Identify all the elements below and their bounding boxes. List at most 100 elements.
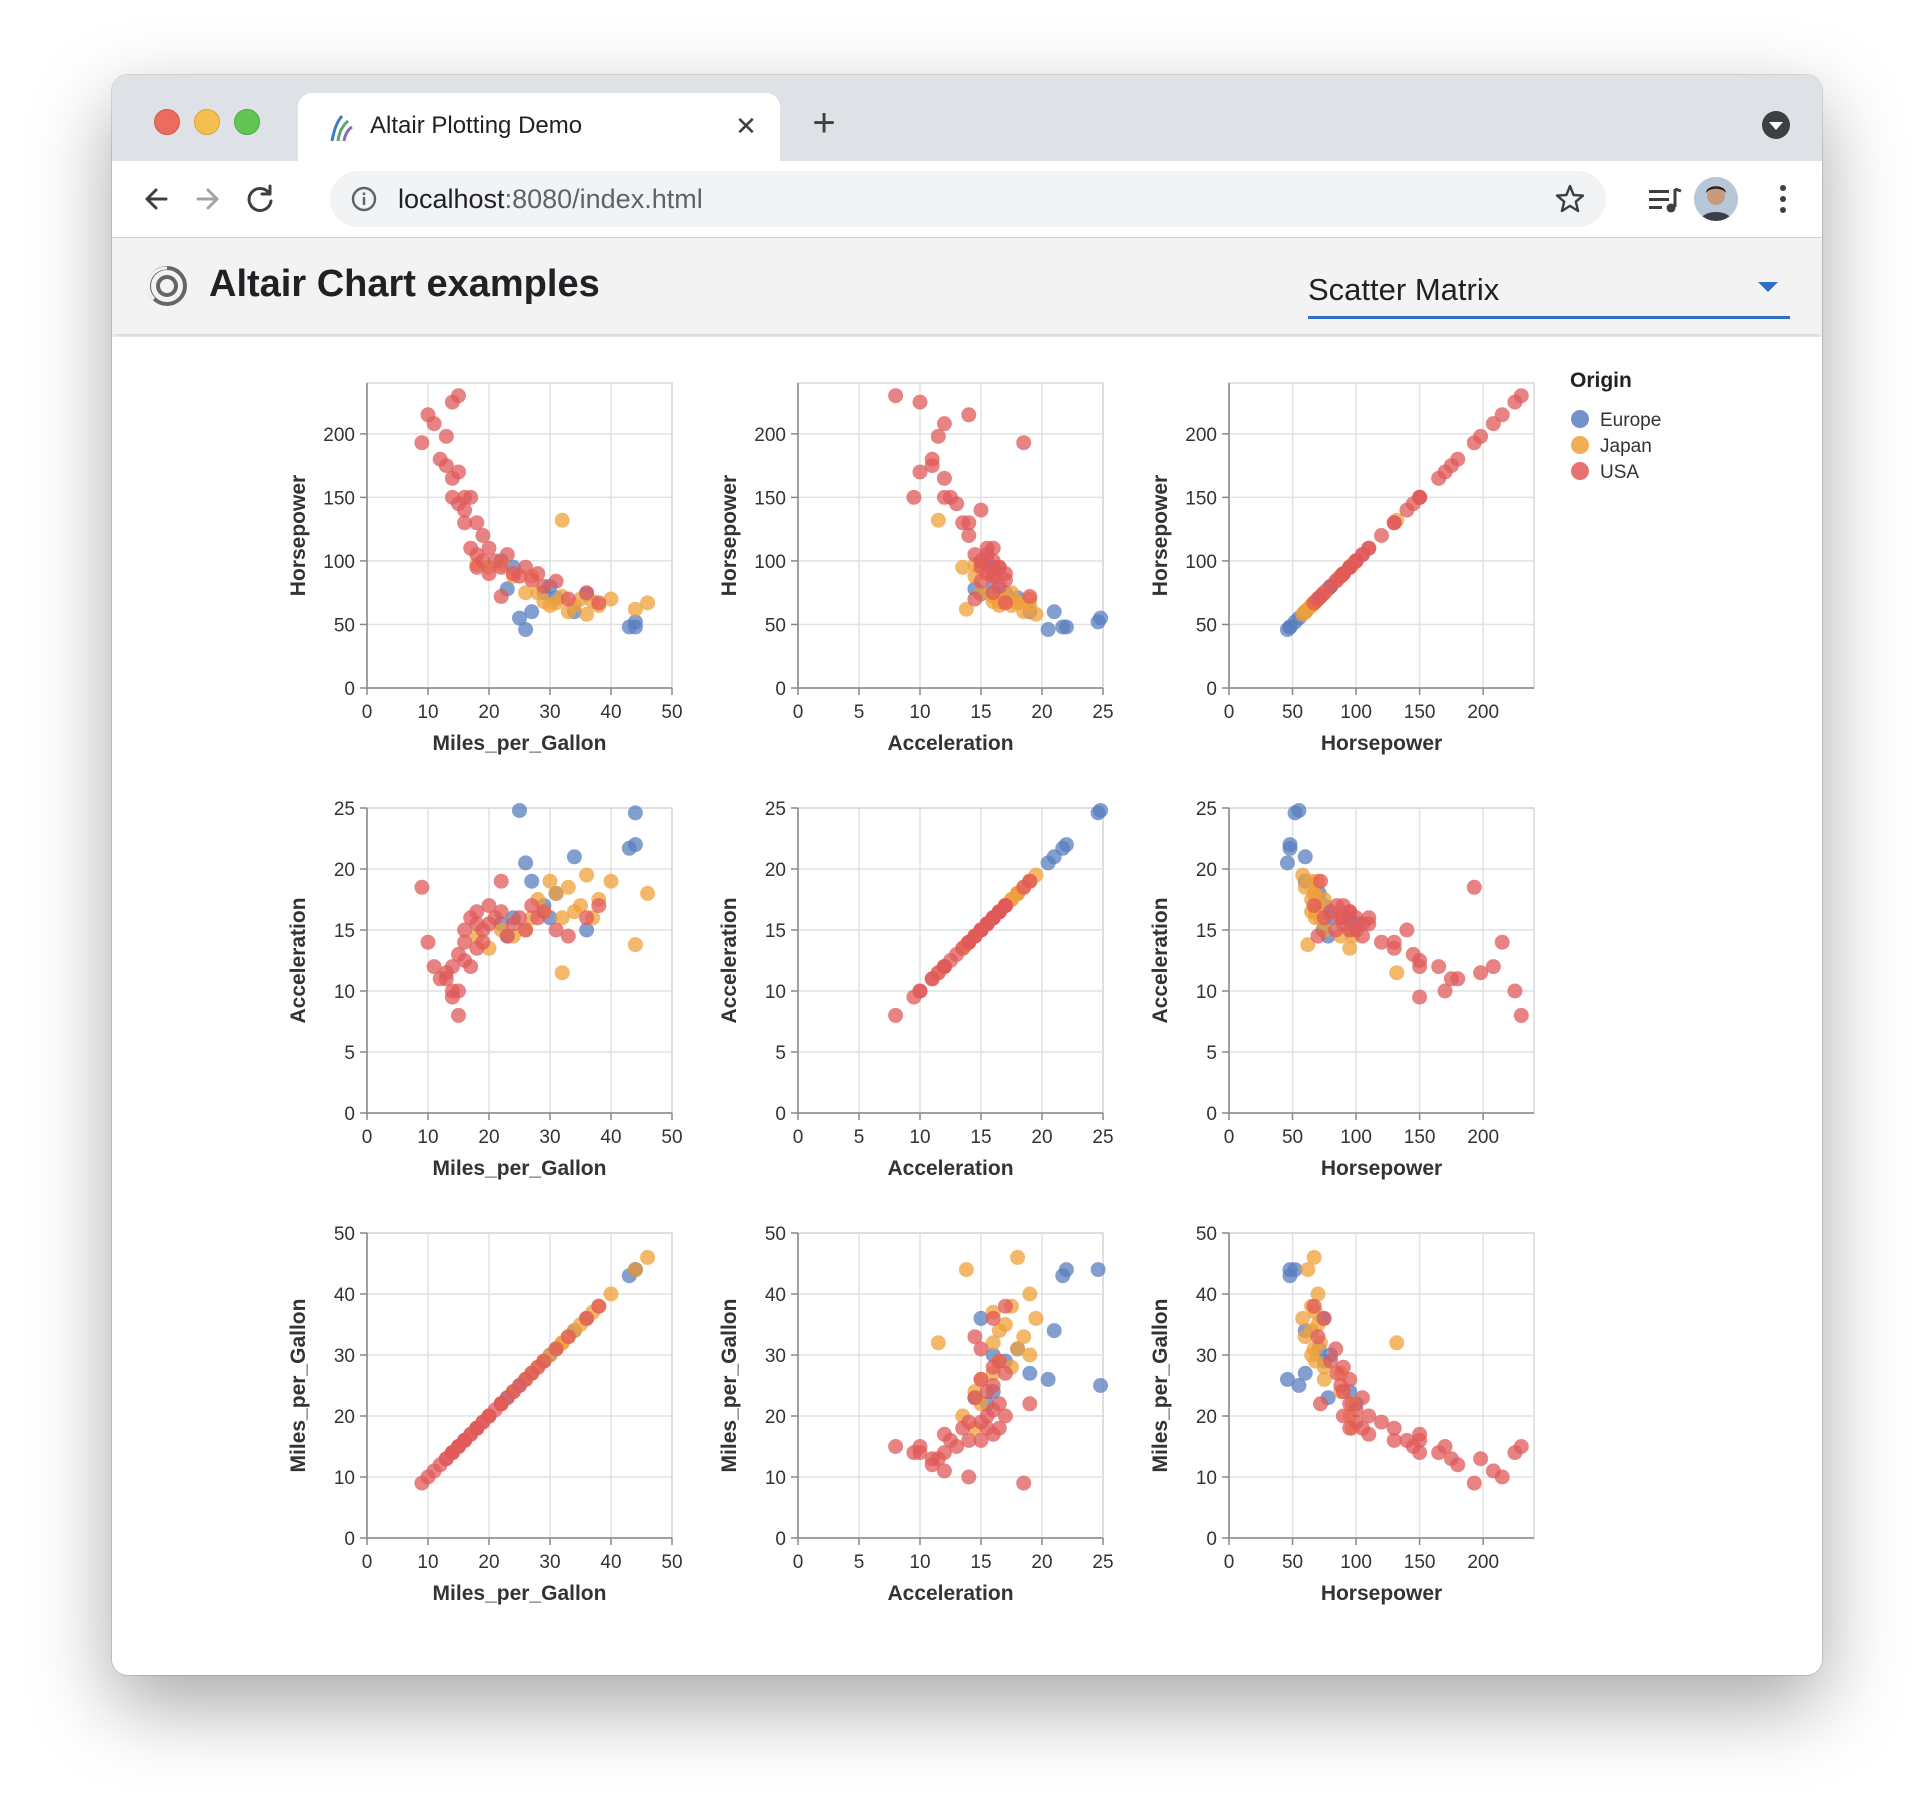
data-point-usa [536,578,552,594]
data-point-usa [560,1329,576,1345]
data-point-usa [1412,1426,1428,1442]
y-tick-label: 40 [1196,1285,1217,1306]
x-tick-label: 10 [909,702,930,723]
legend-label-europe: Europe [1600,410,1661,431]
data-point-usa [1306,1298,1322,1314]
data-point-europe [1058,619,1074,635]
data-point-usa [967,547,983,563]
profile-avatar[interactable] [1694,177,1738,221]
close-tab-icon[interactable]: ✕ [735,111,757,141]
new-tab-icon[interactable]: + [812,101,836,145]
x-tick-label: 5 [854,1127,865,1148]
data-point-usa [493,873,509,889]
minimize-window-button[interactable] [194,109,220,135]
x-tick-label: 0 [1224,1552,1235,1573]
y-axis-title: Horsepower [287,475,310,596]
data-point-usa [1485,1463,1501,1479]
data-point-japan [1022,1347,1038,1363]
tab-search-icon[interactable] [1762,111,1790,139]
data-point-japan [542,873,558,889]
data-point-usa [536,904,552,920]
x-tick-label: 40 [600,1127,621,1148]
data-point-usa [579,1310,595,1326]
data-point-japan [603,591,619,607]
data-point-usa [930,428,946,444]
data-point-usa [481,540,497,556]
y-tick-label: 30 [765,1346,786,1367]
x-tick-label: 20 [1031,702,1052,723]
data-point-europe [1040,622,1056,638]
data-point-usa [1328,573,1344,589]
data-point-japan [930,1335,946,1351]
data-point-usa [1412,959,1428,975]
forward-arrow-icon[interactable] [186,177,230,221]
data-point-usa [936,416,952,432]
data-point-usa [457,502,473,518]
y-axis-title: Miles_per_Gallon [287,1299,310,1473]
data-point-europe [627,837,643,853]
data-point-usa [1316,910,1332,926]
data-point-europe [524,873,540,889]
x-tick-label: 25 [1092,1127,1113,1148]
data-point-europe [512,610,527,626]
bookmark-star-icon[interactable] [1554,183,1586,215]
data-point-usa [936,470,952,486]
chart-area: 0 10 20 30 40 50 0 50 100 150 200 Miles_per_Gallon H… [112,337,1822,1675]
data-point-japan [1389,1335,1405,1351]
tab-altair-plotting-demo[interactable]: Altair Plotting Demo ✕ [298,93,780,161]
data-point-usa [936,1445,952,1461]
dropdown-arrow-icon[interactable] [1758,282,1778,292]
x-axis-title: Acceleration [887,1582,1013,1605]
data-point-usa [1437,464,1453,480]
data-point-europe [1058,837,1074,853]
data-point-usa [961,528,977,543]
address-bar[interactable]: localhost:8080/index.html [330,171,1606,227]
x-tick-label: 30 [539,702,560,723]
more-menu-icon[interactable] [1768,179,1798,219]
data-point-usa [991,1353,1007,1369]
data-point-japan [1300,937,1316,953]
chart-type-select[interactable]: Scatter Matrix [1308,260,1790,319]
data-point-usa [1485,959,1501,975]
y-tick-label: 50 [334,1224,355,1245]
close-window-button[interactable] [154,109,180,135]
data-point-europe [1279,855,1295,871]
data-point-usa [961,1469,977,1485]
x-tick-label: 100 [1340,702,1372,723]
y-tick-label: 40 [765,1285,786,1306]
legend-label-japan: Japan [1600,436,1652,457]
data-point-usa [997,1408,1013,1424]
data-point-usa [1437,983,1453,999]
data-point-japan [1016,1329,1032,1345]
data-point-usa [469,515,485,531]
y-tick-label: 10 [334,982,355,1003]
data-point-usa [493,904,509,920]
media-queue-icon[interactable] [1646,181,1686,221]
data-point-usa [985,910,1001,926]
site-info-icon[interactable] [350,185,378,213]
x-tick-label: 0 [362,1552,373,1573]
maximize-window-button[interactable] [234,109,260,135]
x-tick-label: 10 [909,1552,930,1573]
data-point-usa [1328,922,1344,938]
x-tick-label: 15 [970,1552,991,1573]
x-tick-label: 200 [1467,1552,1499,1573]
data-point-europe [1093,1378,1109,1393]
data-point-japan [627,1262,643,1278]
data-point-japan [554,512,570,528]
data-point-japan [1295,1310,1311,1326]
y-tick-label: 50 [334,615,355,636]
legend-swatch-europe [1571,410,1589,428]
data-point-usa [457,934,473,950]
y-axis-title: Horsepower [718,475,741,596]
back-arrow-icon[interactable] [134,177,178,221]
x-tick-label: 20 [478,1127,499,1148]
data-point-usa [967,1390,983,1406]
data-point-usa [1335,910,1351,926]
data-point-usa [912,1439,928,1454]
data-point-usa [936,959,952,975]
x-tick-label: 25 [1092,702,1113,723]
data-point-usa [912,464,928,480]
reload-icon[interactable] [238,177,282,221]
data-point-japan [997,1317,1013,1332]
